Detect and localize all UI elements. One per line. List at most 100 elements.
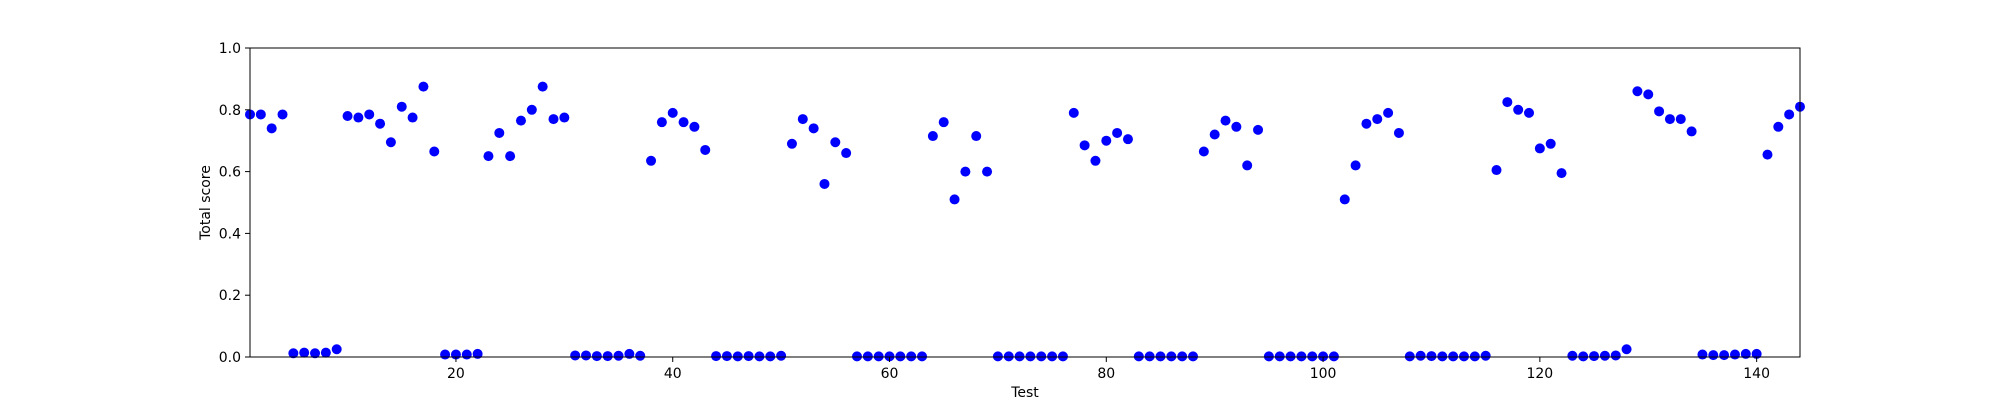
data-point (1610, 350, 1621, 361)
data-point (570, 350, 581, 361)
data-point (320, 347, 331, 358)
data-point (494, 127, 505, 138)
data-point (1393, 127, 1404, 138)
data-point (1003, 351, 1014, 362)
x-axis: 20 40 60 80 100 120 140 (447, 357, 1770, 382)
data-point (1643, 89, 1654, 100)
data-point (483, 151, 494, 162)
data-point (418, 81, 429, 92)
data-point (1318, 351, 1329, 362)
data-point (873, 351, 884, 362)
y-tick-label: 0.6 (219, 165, 241, 181)
data-point (1209, 129, 1220, 140)
data-point (429, 146, 440, 157)
data-point (1599, 350, 1610, 361)
data-point (559, 112, 570, 123)
data-point (266, 123, 277, 134)
y-tick-label: 0.2 (219, 288, 241, 304)
data-point (960, 166, 971, 177)
data-point (1415, 350, 1426, 361)
data-point (1567, 350, 1578, 361)
data-point (732, 351, 743, 362)
data-point (1112, 127, 1123, 138)
data-point (602, 351, 613, 362)
x-tick-label: 20 (447, 366, 465, 382)
data-point (1729, 349, 1740, 360)
data-point (548, 114, 559, 125)
data-point (1664, 114, 1675, 125)
data-point (1188, 351, 1199, 362)
data-point (1773, 121, 1784, 132)
data-point (1090, 155, 1101, 166)
data-point (841, 148, 852, 159)
data-point (1361, 118, 1372, 129)
data-point (1068, 107, 1079, 118)
x-tick-label: 120 (1526, 366, 1553, 382)
data-point (1220, 115, 1231, 126)
data-point (1556, 168, 1567, 179)
data-point (1079, 140, 1090, 151)
data-point (591, 351, 602, 362)
data-point (992, 351, 1003, 362)
data-point (526, 104, 537, 115)
data-point (364, 109, 375, 120)
data-point (1014, 351, 1025, 362)
y-tick-label: 0.0 (219, 350, 241, 366)
data-point (396, 101, 407, 112)
data-point (440, 349, 451, 360)
data-point (971, 131, 982, 142)
data-point (1285, 351, 1296, 362)
data-point (1296, 351, 1307, 362)
data-point (1469, 351, 1480, 362)
data-point (1166, 351, 1177, 362)
data-point (949, 194, 960, 205)
data-point (277, 109, 288, 120)
data-point (581, 350, 592, 361)
data-point (1198, 146, 1209, 157)
data-point (1036, 351, 1047, 362)
data-point (927, 131, 938, 142)
data-point (1437, 351, 1448, 362)
data-point (1458, 351, 1469, 362)
data-point (754, 351, 765, 362)
data-point (375, 118, 386, 129)
data-point (1740, 348, 1751, 359)
data-point (1719, 350, 1730, 361)
data-point (1621, 344, 1632, 355)
data-point (1025, 351, 1036, 362)
data-point (288, 348, 299, 359)
data-point (613, 350, 624, 361)
data-point (1751, 348, 1762, 359)
y-axis-label: Total score (198, 165, 214, 241)
data-point (700, 144, 711, 155)
x-tick-label: 100 (1310, 366, 1337, 382)
data-point (1339, 194, 1350, 205)
data-point (895, 351, 906, 362)
data-point (656, 117, 667, 128)
data-point (624, 348, 635, 359)
data-point (1350, 160, 1361, 171)
y-tick-label: 0.4 (219, 226, 241, 242)
data-point (1328, 351, 1339, 362)
data-point (862, 351, 873, 362)
y-tick-label: 0.8 (219, 103, 241, 119)
data-point (255, 109, 266, 120)
data-point (711, 351, 722, 362)
data-point (721, 351, 732, 362)
data-point (1383, 107, 1394, 118)
data-point (982, 166, 993, 177)
data-point (1524, 107, 1535, 118)
data-point (299, 347, 310, 358)
data-point (1404, 351, 1415, 362)
data-point (505, 151, 516, 162)
data-point (1632, 86, 1643, 97)
data-point (1762, 149, 1773, 160)
x-tick-label: 40 (664, 366, 682, 382)
x-tick-label: 60 (881, 366, 899, 382)
data-point (917, 351, 928, 362)
data-point (776, 350, 787, 361)
data-point (1144, 351, 1155, 362)
data-point (1480, 350, 1491, 361)
data-point (331, 344, 342, 355)
data-point (385, 137, 396, 148)
